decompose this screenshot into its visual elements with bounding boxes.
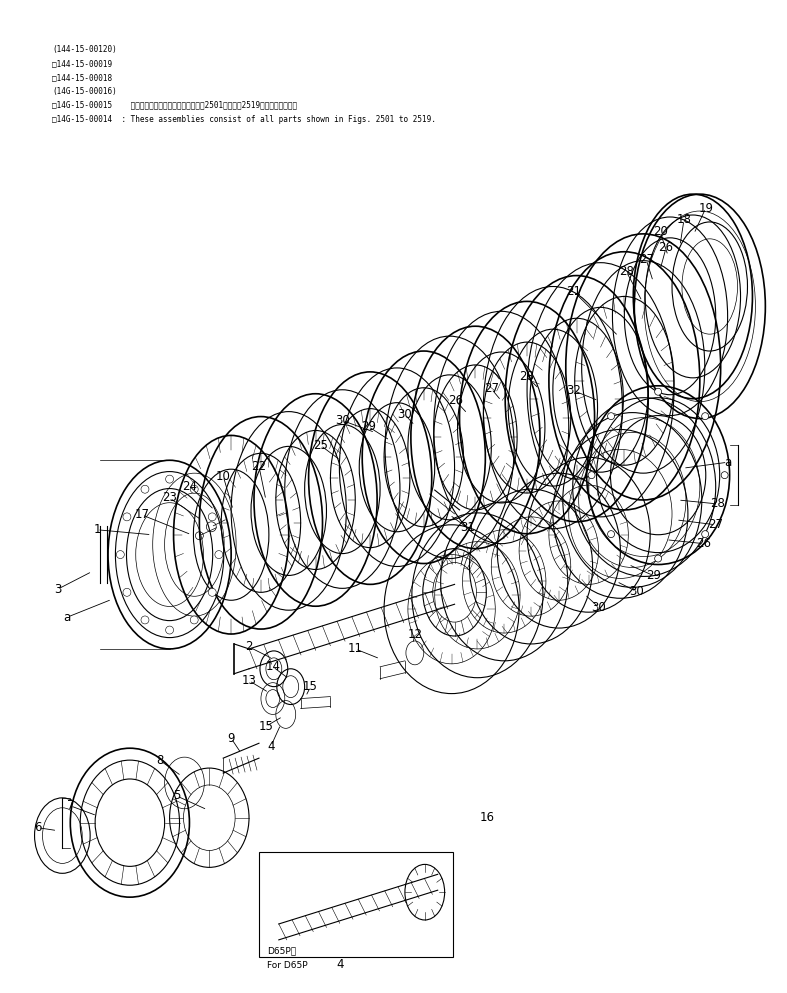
Text: 24: 24 <box>182 480 197 493</box>
Text: 27: 27 <box>708 518 723 531</box>
Circle shape <box>165 626 174 634</box>
Circle shape <box>123 512 131 520</box>
Text: 7: 7 <box>67 799 74 812</box>
Text: 11: 11 <box>348 642 363 655</box>
Text: 27: 27 <box>484 382 499 395</box>
Circle shape <box>206 521 216 531</box>
Text: 29: 29 <box>360 420 375 433</box>
Text: 17: 17 <box>135 508 150 521</box>
Text: □144-15-00018: □144-15-00018 <box>53 73 113 82</box>
Circle shape <box>702 413 708 420</box>
Circle shape <box>165 476 174 484</box>
Text: 6: 6 <box>34 821 41 834</box>
Circle shape <box>721 472 728 479</box>
Text: 13: 13 <box>242 674 257 687</box>
Circle shape <box>190 616 198 624</box>
Text: 30: 30 <box>397 408 412 421</box>
Text: 16: 16 <box>480 811 495 824</box>
Text: 15: 15 <box>258 720 273 733</box>
Text: □144-15-00019: □144-15-00019 <box>53 60 113 69</box>
Text: a: a <box>724 456 731 469</box>
Text: 28: 28 <box>519 370 534 383</box>
Circle shape <box>215 550 223 558</box>
Text: 4: 4 <box>267 740 275 753</box>
Text: 22: 22 <box>252 460 267 473</box>
Circle shape <box>141 616 149 624</box>
Text: a: a <box>64 611 71 624</box>
Text: 9: 9 <box>227 732 235 745</box>
Circle shape <box>116 550 124 558</box>
Circle shape <box>608 413 615 420</box>
Circle shape <box>702 530 708 537</box>
Text: 26: 26 <box>448 394 463 407</box>
Text: 14: 14 <box>265 660 280 673</box>
Text: 25: 25 <box>313 439 328 452</box>
Text: 29: 29 <box>645 569 660 582</box>
Circle shape <box>588 472 595 479</box>
Text: □14G-15-00015    これらのアセンブリの構成部品は第2501図から第2519図まで含みます．: □14G-15-00015 これらのアセンブリの構成部品は第2501図から第25… <box>53 101 297 110</box>
Text: 8: 8 <box>156 754 164 767</box>
Text: 23: 23 <box>162 492 177 504</box>
Circle shape <box>209 588 216 596</box>
Text: 15: 15 <box>303 680 318 693</box>
Text: 3: 3 <box>54 583 61 596</box>
Text: For D65P: For D65P <box>267 960 308 970</box>
Text: 12: 12 <box>408 628 423 640</box>
Text: 30: 30 <box>335 414 349 427</box>
Text: 4: 4 <box>337 958 344 971</box>
Text: □14G-15-00014  : These assemblies consist of all parts shown in Figs. 2501 to 25: □14G-15-00014 : These assemblies consist… <box>53 115 436 124</box>
Text: 21: 21 <box>566 285 582 298</box>
Bar <box>259 852 453 956</box>
Text: 28: 28 <box>710 497 725 510</box>
Text: 18: 18 <box>677 213 691 226</box>
Circle shape <box>141 486 149 494</box>
Circle shape <box>190 486 198 494</box>
Text: 2: 2 <box>246 640 253 653</box>
Circle shape <box>655 555 662 562</box>
Text: 32: 32 <box>567 384 581 397</box>
Text: 30: 30 <box>591 601 606 614</box>
Text: 27: 27 <box>639 253 654 266</box>
Circle shape <box>209 512 216 520</box>
Text: 20: 20 <box>652 225 667 238</box>
Text: (14G-15-00016): (14G-15-00016) <box>53 87 117 96</box>
Text: 10: 10 <box>216 470 231 483</box>
Text: 30: 30 <box>629 585 644 598</box>
Text: 19: 19 <box>698 202 713 214</box>
Text: D65P用: D65P用 <box>267 946 296 956</box>
Text: (144-15-00120): (144-15-00120) <box>53 46 117 55</box>
Circle shape <box>123 588 131 596</box>
Circle shape <box>608 530 615 537</box>
Text: 26: 26 <box>696 537 711 550</box>
Text: 1: 1 <box>94 523 101 536</box>
Circle shape <box>195 531 203 539</box>
Circle shape <box>655 388 662 395</box>
Text: 31: 31 <box>460 521 475 534</box>
Text: 5: 5 <box>173 789 180 802</box>
Text: 28: 28 <box>619 265 634 278</box>
Text: 26: 26 <box>659 241 674 254</box>
